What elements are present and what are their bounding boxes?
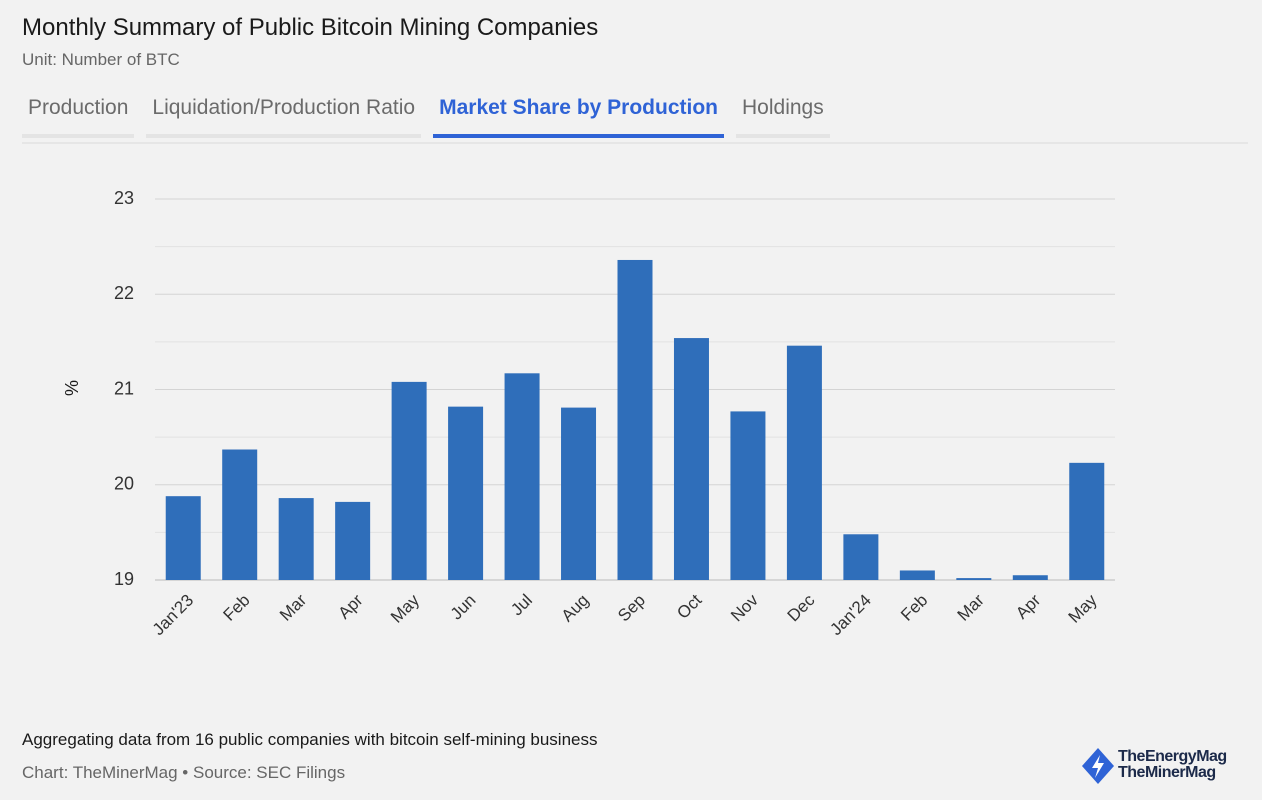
bar [391, 381, 427, 580]
y-tick-label: 21 [114, 378, 134, 398]
tab-bar: Production Liquidation/Production Ratio Ma… [22, 92, 1248, 144]
x-tick-label: Dec [784, 590, 819, 625]
x-tick-label: Jan'24 [826, 591, 874, 639]
subtitle: Unit: Number of BTC [22, 50, 180, 69]
bar [843, 534, 879, 580]
bar [335, 501, 371, 580]
x-tick-label: Aug [558, 591, 593, 626]
x-tick-label: Mar [954, 590, 988, 624]
logo-text: TheMinerMag [1118, 764, 1216, 781]
bar [899, 570, 935, 580]
x-tick-label: May [387, 590, 423, 626]
y-tick-label: 23 [114, 188, 134, 208]
x-tick-label: Jun [447, 591, 480, 624]
y-tick-label: 22 [114, 283, 134, 303]
x-tick-label: Apr [334, 590, 366, 622]
bar [278, 498, 314, 580]
bar [561, 407, 597, 580]
x-tick-label: Sep [614, 591, 649, 626]
x-tick-label: Mar [276, 590, 310, 624]
bar [786, 345, 822, 580]
title: Monthly Summary of Public Bitcoin Mining… [22, 14, 599, 41]
bar [504, 373, 540, 580]
bar [617, 259, 653, 580]
logo-text: TheEnergyMag [1118, 748, 1227, 765]
bar [448, 406, 484, 580]
y-tick-label: 20 [114, 474, 134, 494]
y-tick-label: 19 [114, 569, 134, 589]
bar [730, 411, 766, 580]
logo-icon [1082, 748, 1114, 784]
bar [165, 496, 201, 580]
logo: TheEnergyMag TheMinerMag [1080, 744, 1250, 790]
x-tick-label: Feb [220, 591, 254, 625]
x-tick-label: May [1065, 590, 1101, 626]
bar [222, 449, 258, 580]
footnote: Aggregating data from 16 public companie… [22, 730, 598, 749]
tab[interactable]: Holdings [736, 92, 830, 138]
tab[interactable]: Production [22, 92, 135, 138]
y-axis-label: % [62, 380, 82, 396]
x-tick-label: Feb [897, 591, 931, 625]
bar [1012, 575, 1048, 580]
tab[interactable]: Market Share by Production [433, 92, 724, 138]
x-tick-label: Jan'23 [149, 591, 197, 639]
source: Chart: TheMinerMag • Source: SEC Filings [22, 763, 346, 782]
x-tick-label: Oct [673, 590, 705, 622]
x-tick-label: Apr [1012, 590, 1044, 622]
x-tick-label: Jul [507, 591, 536, 620]
x-tick-label: Nov [727, 590, 762, 625]
bar [1069, 462, 1105, 580]
bar [956, 578, 992, 580]
bar [673, 338, 709, 580]
tab[interactable]: Liquidation/Production Ratio [146, 92, 422, 138]
